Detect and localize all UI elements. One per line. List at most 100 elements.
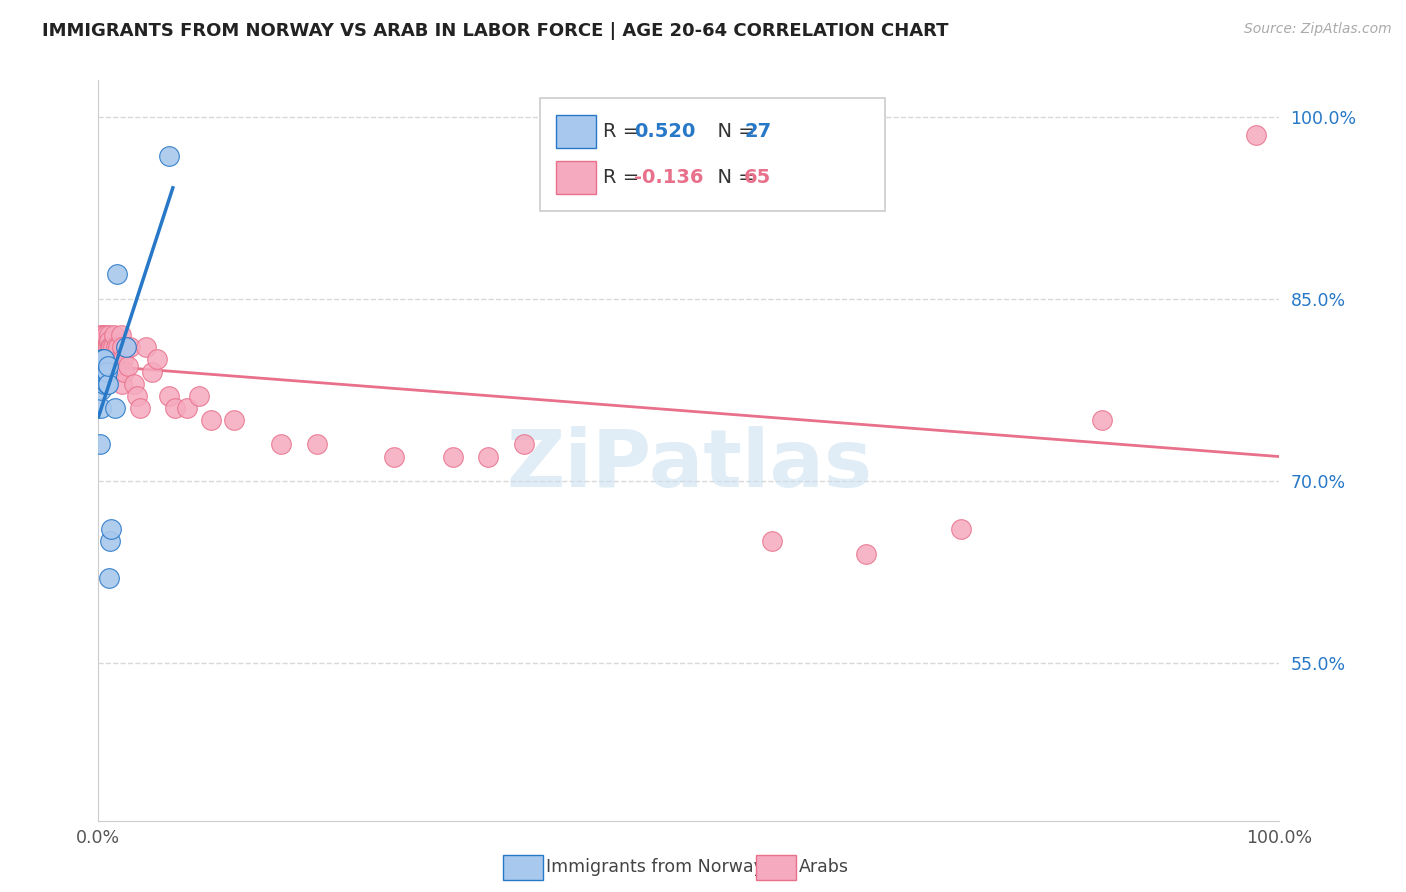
Point	[117, 359, 139, 373]
Point	[305, 437, 328, 451]
Point	[105, 365, 128, 379]
Point	[89, 437, 111, 451]
Point	[127, 389, 149, 403]
Point	[93, 352, 115, 367]
Point	[107, 340, 129, 354]
Point	[1244, 128, 1267, 142]
Point	[128, 401, 150, 415]
Point	[97, 376, 120, 391]
Text: ZiPatlas: ZiPatlas	[506, 426, 872, 504]
Point	[89, 340, 111, 354]
Point	[111, 340, 134, 354]
Point	[97, 359, 120, 373]
Point	[176, 401, 198, 415]
Point	[146, 352, 169, 367]
Point	[949, 522, 972, 536]
Point	[122, 376, 145, 391]
Point	[761, 534, 783, 549]
Point	[100, 340, 122, 354]
Point	[100, 352, 122, 367]
Point	[93, 334, 115, 349]
Point	[94, 328, 117, 343]
Point	[93, 365, 115, 379]
Point	[93, 376, 115, 391]
Point	[91, 370, 114, 384]
Point	[100, 522, 122, 536]
Point	[512, 437, 534, 451]
Point	[91, 340, 114, 354]
Point	[1091, 413, 1114, 427]
Point	[93, 352, 115, 367]
Text: IMMIGRANTS FROM NORWAY VS ARAB IN LABOR FORCE | AGE 20-64 CORRELATION CHART: IMMIGRANTS FROM NORWAY VS ARAB IN LABOR …	[42, 22, 949, 40]
Text: -0.136: -0.136	[634, 168, 704, 186]
Point	[110, 328, 132, 343]
Point	[157, 389, 180, 403]
Point	[96, 376, 118, 391]
Point	[98, 328, 121, 343]
Point	[91, 352, 114, 367]
Text: R =: R =	[603, 122, 645, 141]
Point	[93, 340, 115, 354]
Text: N =: N =	[704, 122, 761, 141]
Point	[141, 365, 163, 379]
Point	[108, 352, 131, 367]
Point	[477, 450, 499, 464]
Point	[187, 389, 209, 403]
Point	[91, 340, 114, 354]
Point	[101, 340, 124, 354]
Point	[97, 352, 120, 367]
Point	[96, 365, 118, 379]
Point	[91, 352, 114, 367]
Point	[98, 534, 121, 549]
Point	[441, 450, 464, 464]
Point	[91, 328, 114, 343]
Point	[105, 352, 128, 367]
Point	[98, 365, 121, 379]
Point	[104, 401, 127, 415]
Point	[96, 340, 118, 354]
Point	[120, 340, 142, 354]
Point	[382, 450, 405, 464]
Point	[200, 413, 222, 427]
Point	[94, 370, 117, 384]
Point	[104, 352, 127, 367]
Text: 27: 27	[744, 122, 770, 141]
Point	[97, 340, 120, 354]
Point	[90, 346, 112, 360]
Point	[91, 373, 114, 387]
Point	[90, 401, 112, 415]
Point	[135, 340, 157, 354]
Point	[91, 359, 114, 373]
Point	[103, 352, 125, 367]
Text: Source: ZipAtlas.com: Source: ZipAtlas.com	[1244, 22, 1392, 37]
Point	[94, 340, 117, 354]
Point	[96, 352, 118, 367]
Point	[98, 334, 121, 349]
Point	[90, 328, 112, 343]
Point	[105, 340, 128, 354]
Point	[90, 383, 112, 397]
Point	[91, 328, 114, 343]
Point	[111, 376, 134, 391]
Point	[91, 365, 114, 379]
Point	[94, 365, 117, 379]
Text: N =: N =	[704, 168, 761, 186]
Point	[165, 401, 187, 415]
Text: 65: 65	[744, 168, 772, 186]
Point	[101, 352, 124, 367]
Text: Arabs: Arabs	[799, 858, 849, 876]
Point	[157, 148, 180, 162]
Point	[105, 268, 128, 282]
Point	[114, 340, 136, 354]
Point	[103, 328, 125, 343]
Point	[112, 352, 135, 367]
Point	[114, 340, 136, 354]
Point	[91, 365, 114, 379]
Point	[224, 413, 246, 427]
Point	[112, 365, 135, 379]
Text: Immigrants from Norway: Immigrants from Norway	[546, 858, 763, 876]
Text: 0.520: 0.520	[634, 122, 696, 141]
Point	[91, 352, 114, 367]
Point	[98, 571, 121, 585]
Text: R =: R =	[603, 168, 645, 186]
